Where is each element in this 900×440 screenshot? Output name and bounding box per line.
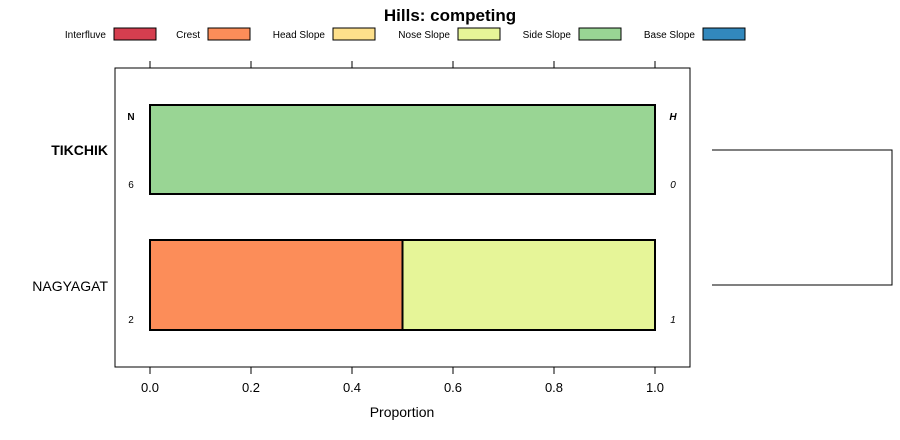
bar-nagyagat-crest xyxy=(149,239,404,331)
x-axis: 0.0 0.2 0.4 0.6 0.8 1.0 xyxy=(141,61,664,395)
n-value-tikchik: 6 xyxy=(128,180,134,191)
legend-swatch-interfluve xyxy=(113,27,157,41)
legend-label-nose-slope: Nose Slope xyxy=(398,30,450,41)
legend-label-head-slope: Head Slope xyxy=(273,30,326,41)
category-label-nagyagat: NAGYAGAT xyxy=(32,278,108,294)
n-value-nagyagat: 2 xyxy=(128,315,134,326)
legend-swatch-side-slope xyxy=(578,27,622,41)
legend-swatch-crest xyxy=(207,27,251,41)
tick-label-0-2: 0.2 xyxy=(242,380,260,395)
tick-label-0-8: 0.8 xyxy=(545,380,563,395)
chart-title: Hills: competing xyxy=(384,6,516,25)
bar-tikchik-side-slope xyxy=(149,104,656,195)
plot-frame xyxy=(114,67,691,368)
tick-label-1-0: 1.0 xyxy=(646,380,664,395)
legend-label-interfluve: Interfluve xyxy=(65,30,107,41)
n-header: N xyxy=(127,112,134,123)
legend-swatch-head-slope xyxy=(332,27,376,41)
tick-label-0-4: 0.4 xyxy=(343,380,361,395)
h-value-tikchik: 0 xyxy=(670,180,676,191)
bar-nagyagat-nose-slope xyxy=(401,239,656,331)
dendrogram xyxy=(712,149,893,286)
labels: TIKCHIK 6 0 NAGYAGAT 2 1 xyxy=(32,142,676,326)
legend-swatch-nose-slope xyxy=(457,27,501,41)
legend-label-base-slope: Base Slope xyxy=(644,30,696,41)
legend: Interfluve Crest Head Slope Nose Slope Side … xyxy=(65,27,746,41)
tick-label-0-0: 0.0 xyxy=(141,380,159,395)
legend-label-side-slope: Side Slope xyxy=(523,30,572,41)
h-value-nagyagat: 1 xyxy=(670,315,676,326)
legend-swatch-base-slope xyxy=(702,27,746,41)
tick-label-0-6: 0.6 xyxy=(444,380,462,395)
x-axis-label: Proportion xyxy=(370,404,435,420)
legend-label-crest: Crest xyxy=(176,30,200,41)
category-label-tikchik: TIKCHIK xyxy=(51,142,108,158)
h-header: H xyxy=(669,112,677,123)
bars xyxy=(149,104,656,331)
